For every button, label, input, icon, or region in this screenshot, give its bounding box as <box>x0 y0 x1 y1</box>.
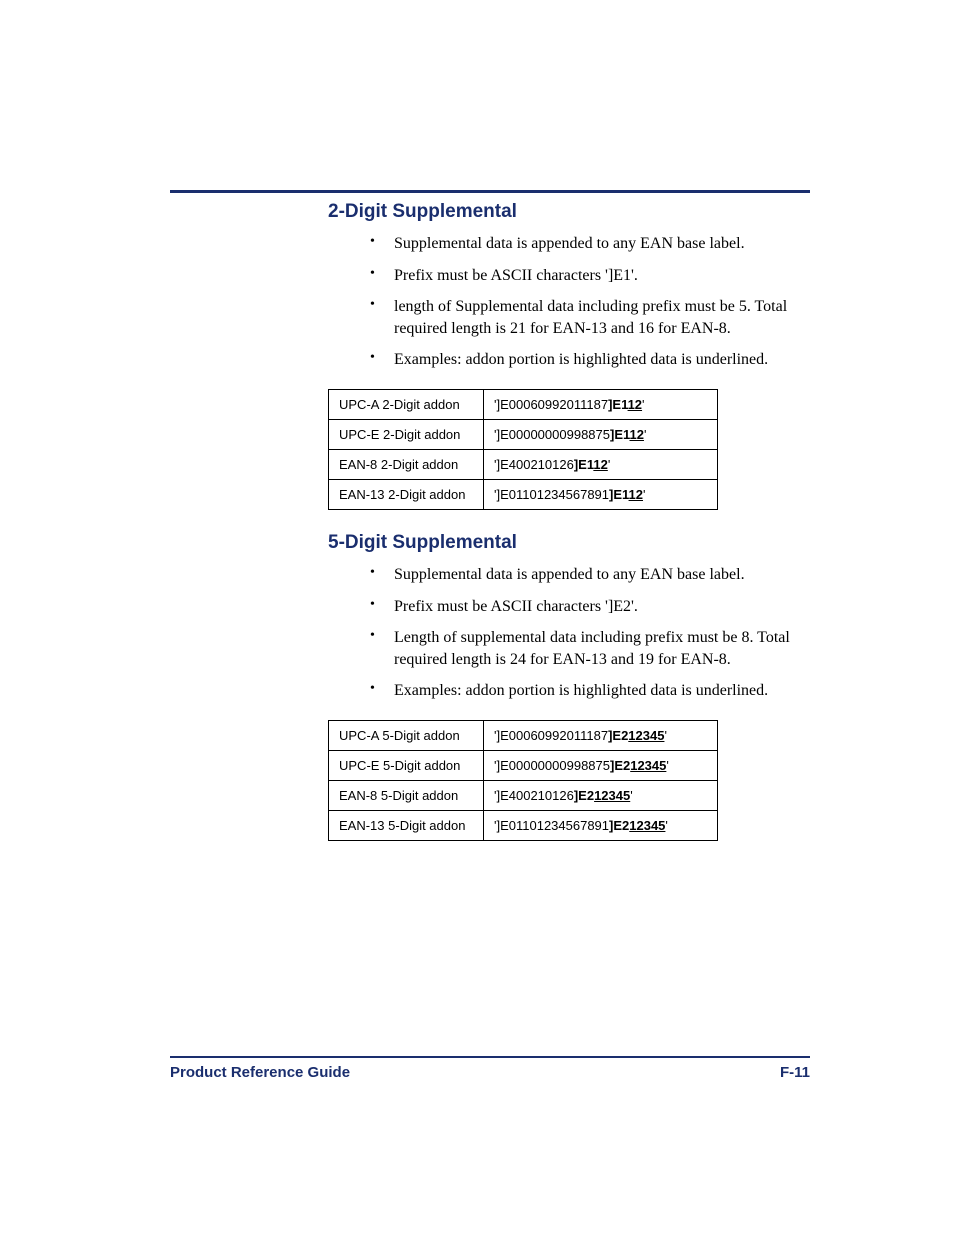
table-2digit: UPC-A 2-Digit addon ']E00060992011187]E1… <box>328 389 718 510</box>
section-heading-2digit: 2-Digit Supplemental <box>328 201 810 223</box>
addon-label: EAN-8 2-Digit addon <box>329 449 484 479</box>
footer-rule <box>170 1056 810 1058</box>
list-item: Supplemental data is appended to any EAN… <box>370 564 810 586</box>
addon-value: ']E01101234567891]E112' <box>484 479 718 509</box>
addon-value: ']E00000000998875]E212345' <box>484 750 718 780</box>
list-item: Examples: addon portion is highlighted d… <box>370 349 810 371</box>
addon-value: ']E00060992011187]E112' <box>484 389 718 419</box>
addon-value: ']E00060992011187]E212345' <box>484 720 718 750</box>
table-row: EAN-8 5-Digit addon ']E400210126]E212345… <box>329 780 718 810</box>
list-item: length of Supplemental data including pr… <box>370 296 810 339</box>
addon-label: EAN-13 5-Digit addon <box>329 810 484 840</box>
bullet-list-5digit: Supplemental data is appended to any EAN… <box>370 564 810 702</box>
addon-value: ']E01101234567891]E212345' <box>484 810 718 840</box>
addon-value: ']E400210126]E212345' <box>484 780 718 810</box>
table-row: UPC-A 5-Digit addon ']E00060992011187]E2… <box>329 720 718 750</box>
addon-label: EAN-13 2-Digit addon <box>329 479 484 509</box>
top-rule <box>170 190 810 193</box>
table-row: EAN-8 2-Digit addon ']E400210126]E112' <box>329 449 718 479</box>
addon-label: UPC-E 5-Digit addon <box>329 750 484 780</box>
page-content: 2-Digit Supplemental Supplemental data i… <box>170 190 810 863</box>
addon-value: ']E00000000998875]E112' <box>484 419 718 449</box>
table-row: EAN-13 5-Digit addon ']E01101234567891]E… <box>329 810 718 840</box>
list-item: Prefix must be ASCII characters ']E2'. <box>370 596 810 618</box>
table-row: UPC-E 5-Digit addon ']E00000000998875]E2… <box>329 750 718 780</box>
bullet-list-2digit: Supplemental data is appended to any EAN… <box>370 233 810 371</box>
addon-value: ']E400210126]E112' <box>484 449 718 479</box>
list-item: Examples: addon portion is highlighted d… <box>370 680 810 702</box>
page-footer: Product Reference Guide F-11 <box>170 1056 810 1081</box>
page-number: F-11 <box>780 1064 810 1081</box>
table-row: EAN-13 2-Digit addon ']E01101234567891]E… <box>329 479 718 509</box>
list-item: Length of supplemental data including pr… <box>370 627 810 670</box>
list-item: Prefix must be ASCII characters ']E1'. <box>370 265 810 287</box>
list-item: Supplemental data is appended to any EAN… <box>370 233 810 255</box>
footer-title: Product Reference Guide <box>170 1064 350 1081</box>
table-row: UPC-A 2-Digit addon ']E00060992011187]E1… <box>329 389 718 419</box>
addon-label: UPC-A 5-Digit addon <box>329 720 484 750</box>
addon-label: UPC-E 2-Digit addon <box>329 419 484 449</box>
section-heading-5digit: 5-Digit Supplemental <box>328 532 810 554</box>
table-row: UPC-E 2-Digit addon ']E00000000998875]E1… <box>329 419 718 449</box>
addon-label: EAN-8 5-Digit addon <box>329 780 484 810</box>
table-5digit: UPC-A 5-Digit addon ']E00060992011187]E2… <box>328 720 718 841</box>
addon-label: UPC-A 2-Digit addon <box>329 389 484 419</box>
